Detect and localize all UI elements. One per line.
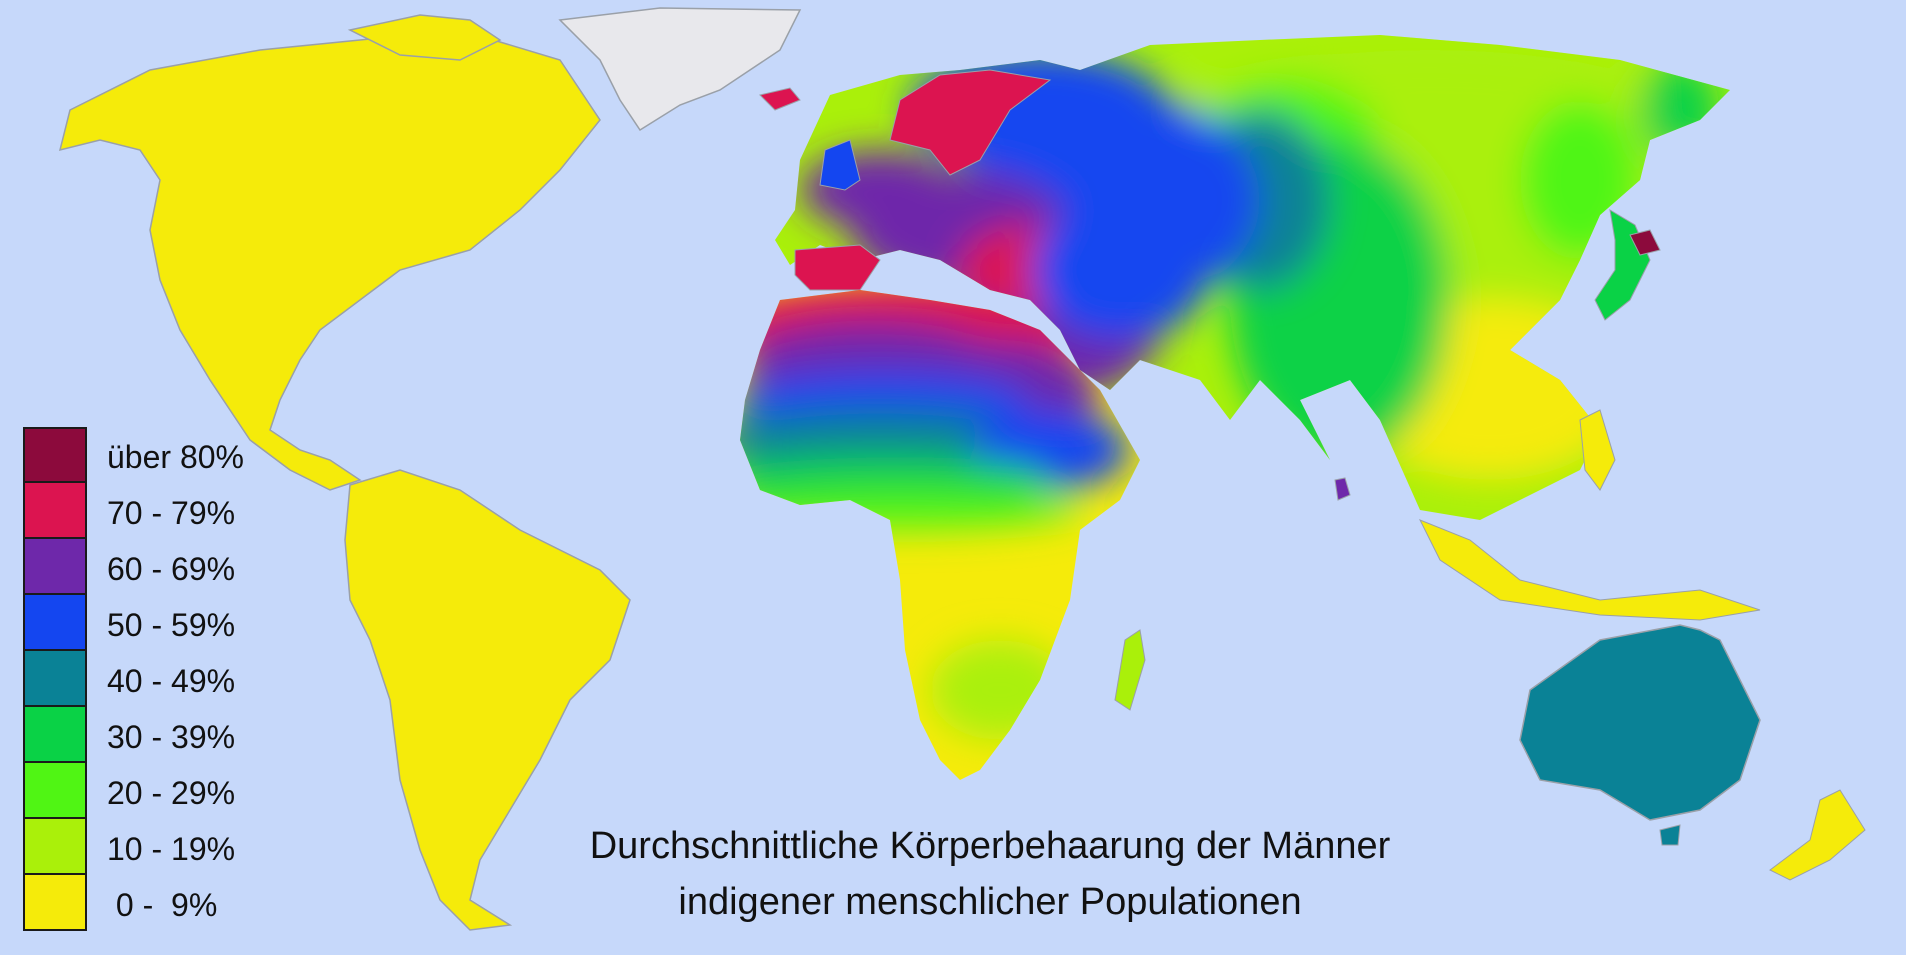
iceland (759, 87, 801, 111)
japan (1594, 209, 1651, 321)
legend-label: 30 - 39% (107, 719, 236, 755)
legend: über 80% 70 - 79% 60 - 69% 50 - 59% 40 -… (23, 427, 263, 931)
legend-swatch (23, 651, 87, 707)
legend-label: 50 - 59% (107, 607, 236, 643)
hokkaido (1629, 229, 1661, 256)
legend-swatch (23, 819, 87, 875)
greenland (558, 7, 802, 132)
legend-swatch (23, 427, 87, 483)
legend-swatch (23, 595, 87, 651)
new-zealand (1769, 789, 1866, 881)
legend-swatch (23, 483, 87, 539)
legend-label: über 80% (107, 439, 244, 475)
tasmania (1659, 824, 1681, 846)
north-america (58, 29, 601, 491)
sri-lanka (1334, 477, 1351, 501)
legend-item: 30 - 39% (23, 707, 263, 763)
legend-item: über 80% (23, 427, 263, 483)
legend-swatch (23, 707, 87, 763)
arctic-islands (347, 14, 502, 61)
map-title-line-1: Durchschnittliche Körperbehaarung der Mä… (589, 825, 1391, 867)
legend-swatch (23, 763, 87, 819)
philippines (1579, 409, 1616, 491)
iberia (794, 244, 881, 291)
legend-label: 10 - 19% (107, 831, 236, 867)
legend-label: 0 - 9% (107, 887, 218, 923)
map-title-line-2: indigener menschlicher Populationen (678, 881, 1302, 923)
legend-label: 70 - 79% (107, 495, 236, 531)
british-isles (819, 139, 861, 191)
south-america (344, 469, 631, 931)
legend-item: 0 - 9% (23, 875, 263, 931)
australia (1519, 624, 1761, 821)
indonesia (1418, 519, 1761, 621)
legend-item: 10 - 19% (23, 819, 263, 875)
legend-label: 60 - 69% (107, 551, 236, 587)
scandinavia (889, 69, 1052, 176)
legend-label: 40 - 49% (107, 663, 236, 699)
legend-swatch (23, 875, 87, 931)
madagascar (1114, 629, 1146, 711)
legend-item: 20 - 29% (23, 763, 263, 819)
legend-label: 20 - 29% (107, 775, 236, 811)
legend-item: 60 - 69% (23, 539, 263, 595)
legend-item: 50 - 59% (23, 595, 263, 651)
legend-swatch (23, 539, 87, 595)
legend-item: 70 - 79% (23, 483, 263, 539)
legend-item: 40 - 49% (23, 651, 263, 707)
map-title: Durchschnittliche Körperbehaarung der Mä… (520, 818, 1460, 930)
